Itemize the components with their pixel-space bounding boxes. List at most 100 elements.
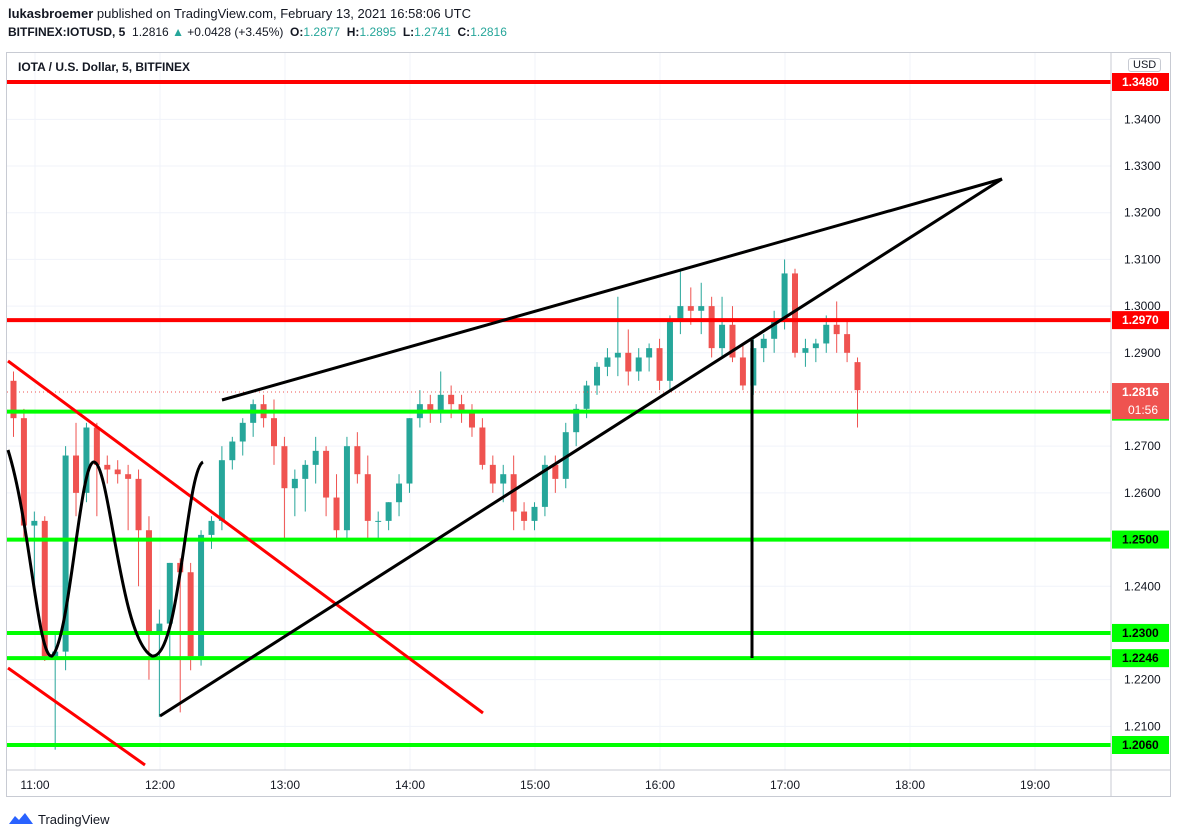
close-value: 1.2816	[470, 25, 507, 39]
candle-body	[198, 534, 205, 657]
wedge-lower-line	[159, 177, 1003, 718]
candle-body	[604, 357, 611, 367]
horizontal-levels	[7, 80, 1111, 747]
candle-body	[729, 324, 736, 358]
candle-body	[20, 418, 27, 526]
candle-body	[312, 450, 319, 465]
price-axis[interactable]: 1.3400 1.3300 1.3200 1.3100 1.3000 1.2900 1.27…	[7, 53, 1171, 797]
candle-body	[10, 380, 17, 419]
candle-body	[468, 413, 475, 428]
chart-title: IOTA / U.S. Dollar, 5, BITFINEX	[18, 60, 191, 74]
price-tick-label: 1.2400	[1124, 579, 1161, 593]
candle-body	[302, 464, 309, 479]
candle-body	[93, 427, 100, 465]
countdown-label: 01:56	[1128, 403, 1158, 417]
candle-body	[437, 394, 444, 414]
current-price-tag	[1112, 383, 1169, 420]
price-tick-label: 1.2700	[1124, 439, 1161, 453]
candle-body	[760, 338, 767, 349]
candle-body	[396, 483, 403, 503]
candle-body	[114, 469, 121, 475]
candle-body	[343, 446, 350, 531]
candle-body	[354, 446, 361, 475]
candle-body	[854, 362, 861, 391]
currency-button[interactable]: USD	[1128, 58, 1162, 72]
last-price: 1.2816	[132, 25, 169, 39]
time-axis[interactable]: 11:00 12:00 13:00 14:00 15:00 16:00 17:00 18:00…	[20, 778, 1050, 792]
channel-upper-line	[7, 359, 484, 715]
price-tick-label: 1.3200	[1124, 206, 1161, 220]
candle-body	[719, 324, 726, 349]
candle-body	[166, 562, 173, 624]
time-tick-label: 13:00	[270, 778, 300, 792]
time-tick-label: 15:00	[520, 778, 550, 792]
tradingview-logo-icon[interactable]	[7, 811, 35, 827]
author-name[interactable]: lukasbroemer	[8, 6, 94, 21]
candle-body	[271, 418, 277, 447]
candle-body	[145, 530, 152, 633]
price-tick-label: 1.2100	[1124, 719, 1161, 733]
level-price-tag	[1112, 649, 1169, 668]
candle-body	[31, 520, 38, 526]
candle-body	[541, 464, 548, 507]
candle-body	[62, 455, 69, 652]
level-price-label: 1.2246	[1122, 651, 1159, 665]
candle-body	[156, 623, 163, 633]
candle-body	[73, 455, 80, 493]
published-text: published on TradingView.com, February 1…	[96, 6, 471, 21]
candle-body	[104, 464, 111, 470]
time-tick-label: 11:00	[20, 778, 49, 792]
candle-body	[614, 352, 621, 358]
candle-body	[385, 502, 392, 521]
candle-body	[135, 478, 142, 531]
candle-body	[375, 520, 382, 522]
candle-body	[687, 306, 694, 311]
low-label: L:	[402, 25, 415, 39]
level-price-label: 1.2970	[1122, 313, 1159, 327]
candle-body	[646, 348, 653, 358]
level-price-tag	[1112, 530, 1169, 549]
level-price-label: 1.2500	[1122, 533, 1159, 547]
chart-frame	[6, 52, 1171, 797]
candle-body	[594, 366, 601, 386]
candle-body	[698, 306, 705, 311]
level-price-label: 1.3480	[1122, 75, 1159, 89]
level-price-tag	[1112, 311, 1169, 330]
candle-body	[833, 324, 840, 335]
candle-body	[500, 474, 507, 484]
candle-body	[802, 348, 809, 353]
chart-header: lukasbroemer published on TradingView.co…	[0, 0, 1179, 50]
up-triangle-icon: ▲	[172, 25, 184, 39]
candle-body	[739, 357, 746, 386]
candle-body	[458, 404, 465, 414]
candle-body	[552, 464, 559, 479]
candle-body	[510, 474, 517, 512]
candle-body	[291, 478, 298, 489]
ohlc-legend: BITFINEX:IOTUSD, 5 1.2816 ▲ +0.0428 (+3.…	[8, 25, 507, 39]
candle-body	[229, 441, 236, 461]
candle-body	[583, 385, 590, 409]
price-tick-label: 1.3100	[1124, 252, 1161, 266]
level-price-tag	[1112, 736, 1169, 754]
level-price-label: 1.2300	[1122, 626, 1159, 640]
price-tick-label: 1.3400	[1124, 112, 1161, 126]
publish-info: lukasbroemer published on TradingView.co…	[8, 6, 471, 21]
time-tick-label: 14:00	[395, 778, 425, 792]
time-tick-label: 19:00	[1020, 778, 1050, 792]
candle-body	[41, 520, 48, 657]
candle-body	[427, 404, 434, 414]
price-tick-label: 1.3000	[1124, 299, 1161, 313]
candle-body	[187, 572, 194, 657]
high-value: 1.2895	[359, 25, 397, 39]
candle-body	[812, 343, 819, 349]
candle-body	[125, 474, 132, 479]
candles	[7, 259, 1111, 750]
level-price-label: 1.2060	[1122, 738, 1159, 752]
candle-body	[521, 511, 528, 521]
symbol-label: BITFINEX:IOTUSD, 5	[8, 25, 126, 39]
candle-body	[573, 408, 580, 433]
brand-name[interactable]: TradingView	[38, 812, 110, 827]
footer	[0, 806, 300, 834]
candle-body	[844, 334, 851, 353]
